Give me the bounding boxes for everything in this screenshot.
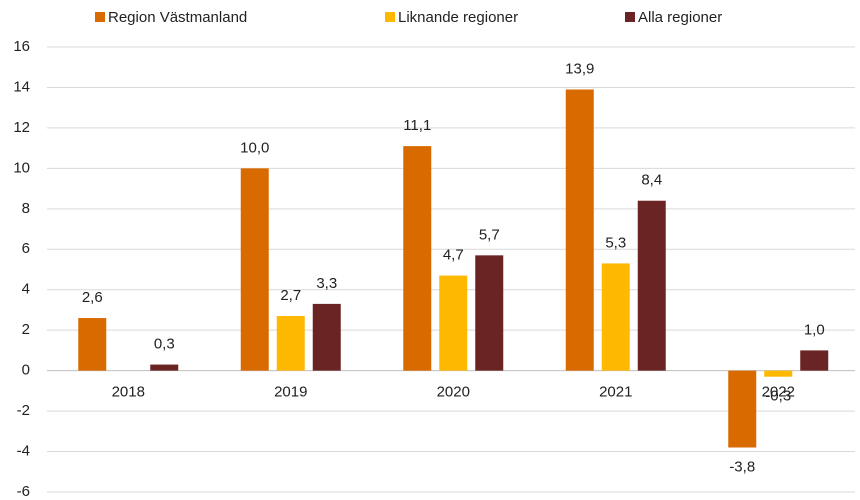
bar <box>78 318 107 371</box>
data-label: -0,3 <box>765 388 791 405</box>
data-label: 3,3 <box>316 275 337 292</box>
bar <box>439 275 468 371</box>
x-tick-label: 2022 <box>762 384 795 401</box>
y-tick-label: -4 <box>17 443 30 460</box>
legend-swatch <box>95 12 105 22</box>
x-tick-label: 2018 <box>112 384 145 401</box>
data-label: 10,0 <box>240 139 269 156</box>
y-tick-label: 0 <box>22 362 30 379</box>
bar <box>403 146 432 371</box>
bar <box>312 303 341 371</box>
data-label: 8,4 <box>641 172 662 189</box>
y-tick-label: 14 <box>13 78 30 95</box>
legend-swatch <box>385 12 395 22</box>
bar <box>475 255 504 371</box>
data-label: 0,3 <box>154 336 175 353</box>
legend-label: Region Västmanland <box>108 9 247 26</box>
bar <box>150 364 179 371</box>
bar <box>601 263 630 371</box>
y-tick-label: 2 <box>22 321 30 338</box>
data-label: 2,7 <box>280 287 301 304</box>
x-tick-label: 2021 <box>599 384 632 401</box>
y-tick-label: 8 <box>22 200 30 217</box>
bar <box>565 89 594 371</box>
data-label: 2,6 <box>82 289 103 306</box>
bar <box>800 350 829 371</box>
x-tick-label: 2019 <box>274 384 307 401</box>
legend-label: Liknande regioner <box>398 9 518 26</box>
bar <box>637 200 666 371</box>
legend-label: Alla regioner <box>638 9 722 26</box>
bar <box>728 370 757 448</box>
bar <box>276 316 305 371</box>
y-tick-label: 12 <box>13 119 30 136</box>
data-label: 13,9 <box>565 60 594 77</box>
bar <box>764 370 793 377</box>
data-label: 11,1 <box>403 117 431 134</box>
legend-swatch <box>625 12 635 22</box>
y-tick-label: -6 <box>17 483 30 500</box>
y-tick-label: -2 <box>17 402 30 419</box>
y-tick-label: 10 <box>13 159 30 176</box>
data-label: 5,3 <box>605 234 626 251</box>
data-label: 1,0 <box>804 321 825 338</box>
y-tick-label: 4 <box>22 281 30 298</box>
data-label: 4,7 <box>443 247 464 264</box>
data-label: -3,8 <box>729 458 755 475</box>
y-tick-label: 16 <box>13 38 30 55</box>
x-tick-label: 2020 <box>437 384 470 401</box>
data-label: 5,7 <box>479 226 500 243</box>
bar <box>240 168 269 371</box>
y-tick-label: 6 <box>22 240 30 257</box>
